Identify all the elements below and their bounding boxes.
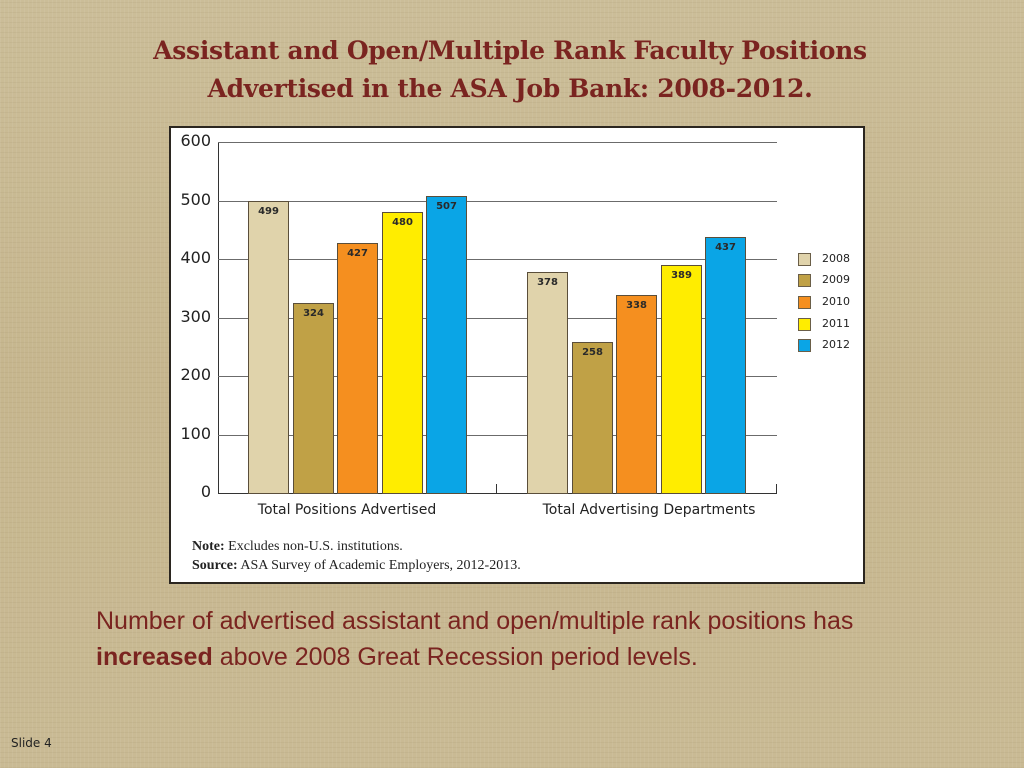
x-axis [218,493,777,494]
gridline [218,142,777,143]
legend-swatch [798,253,811,266]
bar-2008: 499 [248,201,289,494]
slide-title-line2: Advertised in the ASA Job Bank: 2008-201… [207,74,813,103]
y-tick-label: 100 [180,424,211,443]
bar-2009: 324 [293,303,334,494]
category-label-positions: Total Positions Advertised [257,502,437,518]
legend-swatch [798,296,811,309]
legend-label: 2009 [822,273,850,286]
legend-label: 2011 [822,317,850,330]
plot-area: 0 100 200 300 400 500 600 499 324 427 480 507 378 25… [171,128,863,582]
category-divider-tick [496,484,497,494]
bar-2011: 389 [661,265,702,494]
bar-value-label: 258 [582,347,603,358]
slide-title-line1: Assistant and Open/Multiple Rank Faculty… [153,36,867,65]
caption-text-2: above 2008 Great Recession period levels… [212,643,698,671]
slide-number: Slide 4 [11,736,52,750]
caption-text-1: Number of advertised assistant and open/… [96,607,854,635]
bar-value-label: 427 [347,248,368,259]
bar-value-label: 378 [537,277,558,288]
y-tick-label: 0 [200,482,211,501]
source-label: Source: [192,558,238,573]
legend-swatch [798,318,811,331]
note-label: Note: [192,539,225,554]
bar-2010: 427 [337,243,378,494]
y-tick-label: 500 [180,190,211,209]
y-axis [218,142,219,493]
source-text: ASA Survey of Academic Employers, 2012-2… [237,558,521,573]
y-tick-label: 300 [180,307,211,326]
y-tick-label: 200 [180,365,211,384]
bar-2009: 258 [572,342,613,494]
gridline [218,259,777,260]
gridline [218,201,777,202]
legend-swatch [798,274,811,287]
legend-item-2010: 2010 [798,295,868,309]
legend-swatch [798,339,811,352]
legend-label: 2008 [822,252,850,265]
legend-label: 2010 [822,295,850,308]
note-text: Excludes non-U.S. institutions. [224,539,403,554]
legend-item-2008: 2008 [798,252,868,266]
note-line: Note: Excludes non-U.S. institutions. [192,537,521,556]
bar-2012: 507 [426,196,467,494]
bar-2010: 338 [616,295,657,494]
legend-item-2012: 2012 [798,338,868,352]
legend-item-2011: 2011 [798,317,868,331]
caption-emphasis: increased [96,643,213,671]
legend-label: 2012 [822,338,850,351]
bar-2008: 378 [527,272,568,494]
y-tick-label: 600 [180,131,211,150]
category-label-departments: Total Advertising Departments [542,502,756,518]
gridline [218,318,777,319]
bar-value-label: 499 [258,206,279,217]
bar-value-label: 507 [436,201,457,212]
bar-value-label: 324 [303,308,324,319]
y-tick-label: 400 [180,248,211,267]
bar-2011: 480 [382,212,423,494]
source-line: Source: ASA Survey of Academic Employers… [192,556,521,575]
slide-title: Assistant and Open/Multiple Rank Faculty… [0,32,1020,108]
gridline [218,376,777,377]
bar-value-label: 338 [626,300,647,311]
bar-value-label: 437 [715,242,736,253]
axis-end-tick [776,484,777,494]
legend-item-2009: 2009 [798,273,868,287]
bar-chart: 0 100 200 300 400 500 600 499 324 427 480 507 378 25… [169,126,865,584]
chart-notes: Note: Excludes non-U.S. institutions. So… [192,537,521,575]
bar-value-label: 480 [392,217,413,228]
slide-caption: Number of advertised assistant and open/… [96,603,956,675]
bar-value-label: 389 [671,270,692,281]
gridline [218,435,777,436]
bar-2012: 437 [705,237,746,494]
